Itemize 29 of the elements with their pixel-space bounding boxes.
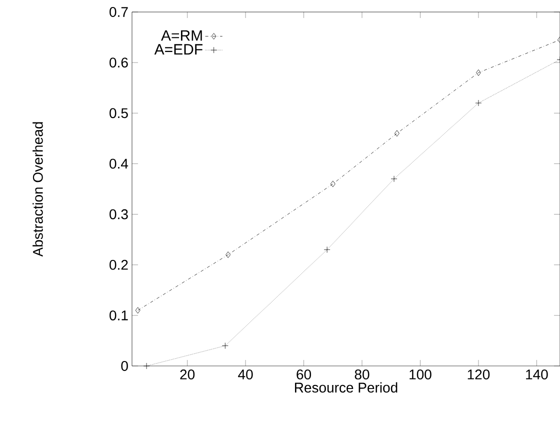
point: [390, 176, 398, 182]
y-tick-label: 0.3: [110, 209, 128, 220]
y-tick-label: 0.5: [110, 108, 128, 118]
point: [476, 69, 481, 76]
y-tick-label: 0.4: [110, 158, 128, 169]
point: [226, 252, 231, 258]
x-tick-label: 140: [526, 370, 548, 380]
legend-label: A=RM: [161, 30, 202, 41]
point: [394, 130, 400, 137]
point: [330, 180, 336, 188]
x-axis-title: Resource Period: [295, 382, 398, 393]
x-tick-label: 80: [354, 370, 370, 380]
y-tick-label: 0.1: [110, 310, 128, 320]
y-axis-title: Abstraction Overhead: [32, 122, 43, 257]
x-tick-label: 60: [296, 370, 312, 380]
x-tick-label: 120: [468, 370, 490, 380]
point: [143, 362, 150, 370]
y-tick-label: 0.2: [110, 260, 128, 270]
x-tick-label: 100: [410, 370, 432, 380]
legend-label: A=EDF: [154, 44, 202, 54]
y-tick-label: 0.7: [110, 7, 128, 17]
x-tick-label: 20: [180, 370, 195, 380]
x-tick-label: 40: [238, 370, 253, 380]
y-tick-label: 0.6: [110, 58, 128, 68]
point: [324, 246, 330, 253]
point: [135, 307, 140, 314]
point: [222, 342, 228, 349]
y-tick-label: 0: [121, 361, 128, 371]
point: [475, 100, 482, 106]
